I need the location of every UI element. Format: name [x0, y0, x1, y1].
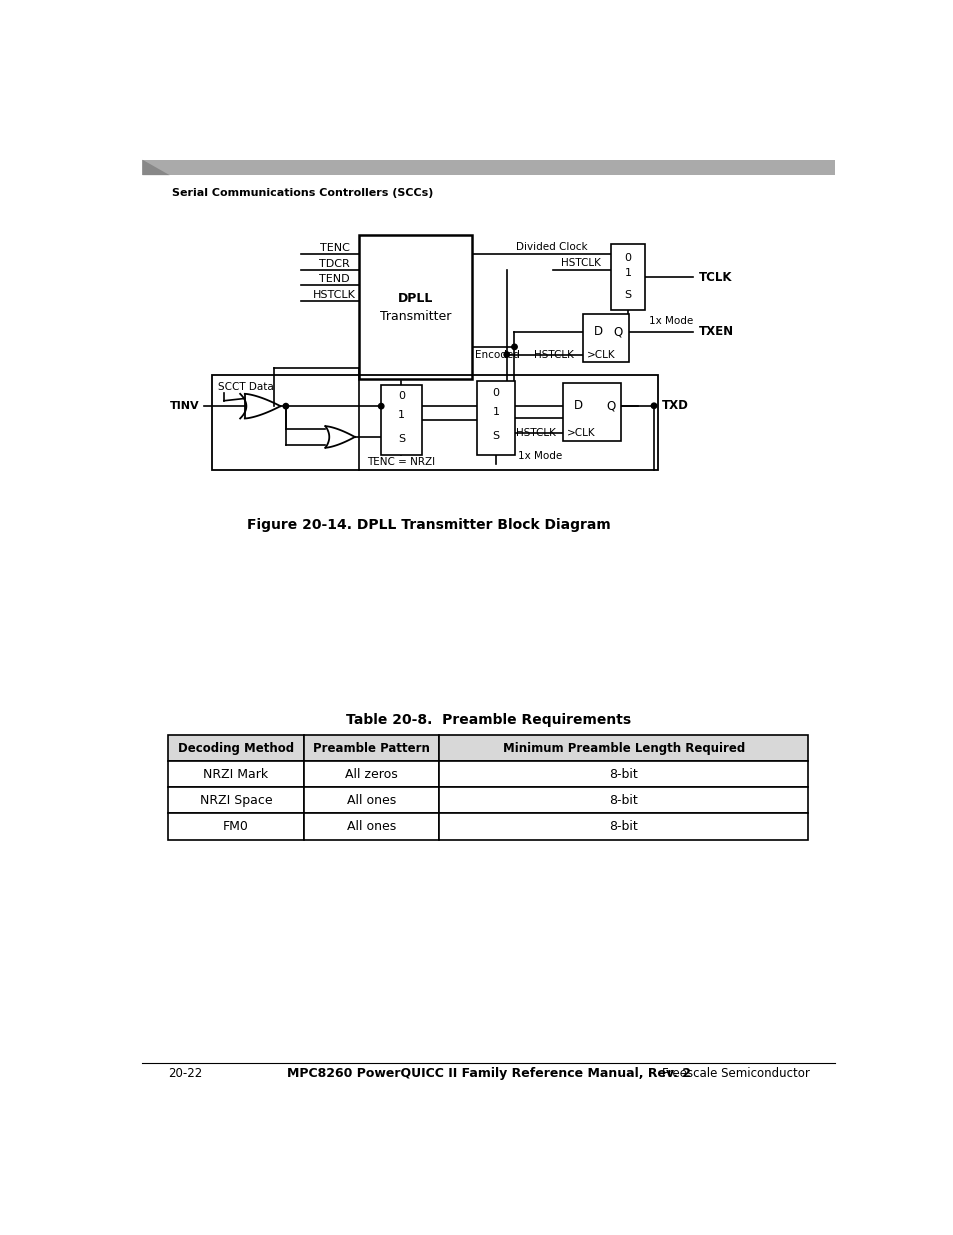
Text: S: S [624, 289, 631, 300]
Text: >CLK: >CLK [566, 429, 595, 438]
Text: D: D [593, 325, 602, 338]
Text: 20-22: 20-22 [168, 1067, 202, 1081]
Bar [212, 375, 658, 471]
Text: 8-bit: 8-bit [609, 820, 638, 834]
Text: Transmitter: Transmitter [379, 310, 451, 322]
Circle shape [503, 352, 509, 357]
Bar [168, 814, 303, 840]
Text: NRZI Mark: NRZI Mark [203, 768, 268, 781]
Text: HSTCLK: HSTCLK [534, 350, 574, 359]
Text: TENC = NRZI: TENC = NRZI [367, 457, 435, 467]
Text: HSTCLK: HSTCLK [516, 429, 555, 438]
Text: All zeros: All zeros [345, 768, 397, 781]
Circle shape [283, 404, 289, 409]
Text: HSTCLK: HSTCLK [560, 258, 600, 268]
Bar [142, 159, 835, 175]
Text: Minimum Preamble Length Required: Minimum Preamble Length Required [502, 741, 744, 755]
Text: TEND: TEND [319, 274, 350, 284]
Text: FM0: FM0 [223, 820, 249, 834]
Text: TCLK: TCLK [699, 270, 732, 284]
Text: Figure 20-14. DPLL Transmitter Block Diagram: Figure 20-14. DPLL Transmitter Block Dia… [247, 519, 611, 532]
Polygon shape [142, 159, 170, 175]
Text: 0: 0 [397, 391, 404, 401]
Bar [439, 761, 807, 787]
Bar [168, 735, 303, 761]
Text: Q: Q [613, 325, 622, 338]
Text: Serial Communications Controllers (SCCs): Serial Communications Controllers (SCCs) [172, 188, 433, 198]
Bar [562, 383, 620, 441]
Circle shape [511, 345, 517, 350]
Bar [303, 735, 439, 761]
Text: MPC8260 PowerQUICC II Family Reference Manual, Rev. 2: MPC8260 PowerQUICC II Family Reference M… [287, 1067, 690, 1081]
Text: DPLL: DPLL [397, 291, 433, 305]
Text: 0: 0 [492, 388, 498, 398]
Text: 8-bit: 8-bit [609, 794, 638, 806]
Text: All ones: All ones [347, 820, 395, 834]
Bar [168, 787, 303, 814]
Text: 1: 1 [397, 410, 404, 420]
Text: 8-bit: 8-bit [609, 768, 638, 781]
Text: 1: 1 [624, 268, 631, 278]
Text: TINV: TINV [170, 401, 199, 411]
Bar [439, 814, 807, 840]
Circle shape [378, 404, 383, 409]
Text: TENC: TENC [319, 243, 349, 253]
Text: D: D [573, 399, 582, 412]
Bar [303, 787, 439, 814]
Text: NRZI Space: NRZI Space [199, 794, 272, 806]
Text: SCCT Data: SCCT Data [217, 382, 274, 391]
Text: 1x Mode: 1x Mode [648, 316, 692, 326]
Bar [582, 314, 629, 362]
Text: S: S [397, 435, 404, 445]
Text: All ones: All ones [347, 794, 395, 806]
Text: Preamble Pattern: Preamble Pattern [313, 741, 430, 755]
Text: TXEN: TXEN [699, 325, 733, 338]
Text: Divided Clock: Divided Clock [516, 242, 587, 252]
Bar [359, 235, 472, 379]
Text: Q: Q [605, 399, 615, 412]
Bar [439, 735, 807, 761]
Circle shape [651, 403, 656, 409]
Text: Encoded: Encoded [475, 351, 519, 361]
Bar [476, 380, 514, 454]
Text: Freescale Semiconductor: Freescale Semiconductor [661, 1067, 809, 1081]
Text: 1x Mode: 1x Mode [517, 451, 562, 461]
Bar [168, 761, 303, 787]
Text: HSTCLK: HSTCLK [313, 289, 355, 300]
Bar [381, 384, 421, 454]
Text: S: S [492, 431, 499, 441]
Text: 1: 1 [492, 406, 498, 416]
Text: Decoding Method: Decoding Method [177, 741, 294, 755]
Text: TDCR: TDCR [319, 258, 350, 269]
Text: TXD: TXD [661, 399, 688, 412]
Bar [303, 761, 439, 787]
Text: Table 20-8.  Preamble Requirements: Table 20-8. Preamble Requirements [346, 713, 631, 726]
Text: >CLK: >CLK [586, 350, 615, 359]
Bar [611, 245, 644, 310]
Bar [303, 814, 439, 840]
Bar [439, 787, 807, 814]
Text: 0: 0 [624, 252, 631, 263]
